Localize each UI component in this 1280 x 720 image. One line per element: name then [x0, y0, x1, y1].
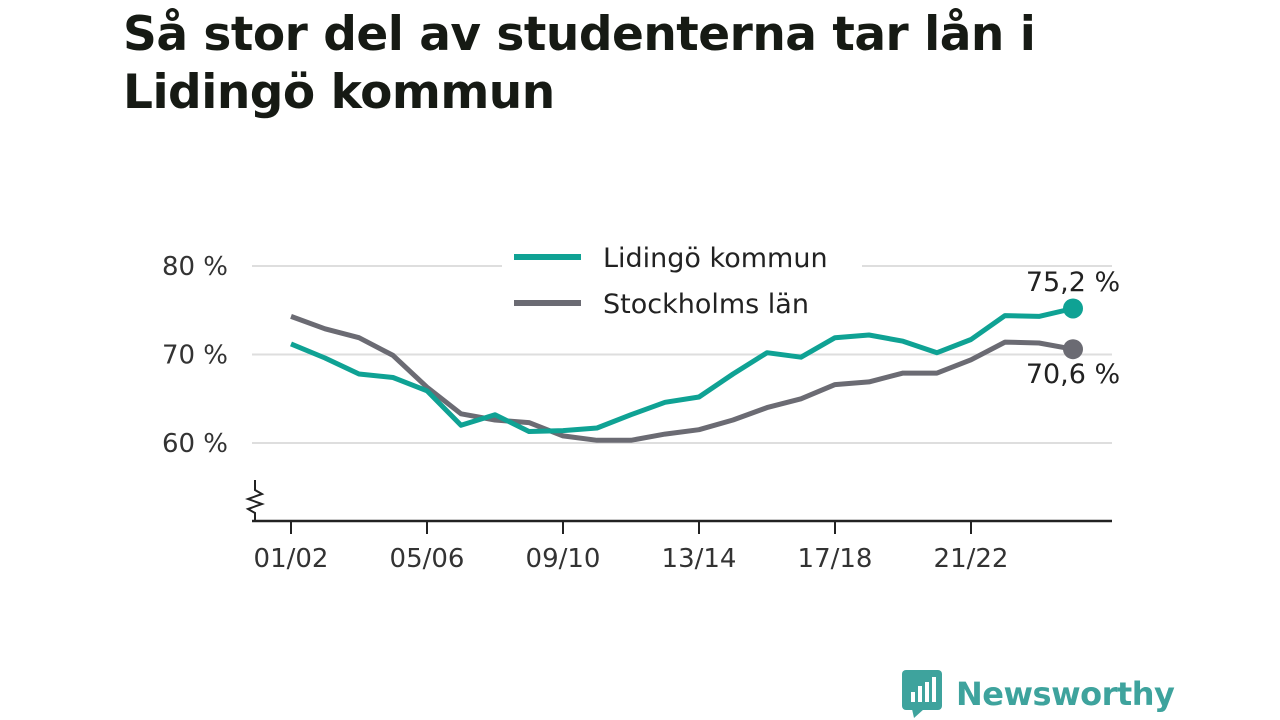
x-tick-label: 01/02 [254, 544, 329, 574]
end-point-lidingo [1063, 298, 1083, 319]
x-tick-label: 21/22 [934, 544, 1009, 574]
x-tick-label: 05/06 [390, 544, 465, 574]
chat-bar-chart-icon [902, 670, 942, 718]
series-line-stockholm [290, 314, 1074, 443]
x-axis-ticks: 01/02 05/06 09/10 13/14 17/18 21/22 [254, 521, 1009, 574]
end-labels: 75,2 % 70,6 % [1026, 267, 1120, 390]
x-axis [245, 480, 1112, 523]
x-tick-label: 09/10 [526, 544, 601, 574]
chart-title: Så stor del av studenterna tar lån i Lid… [123, 7, 1036, 120]
axis-break-icon [245, 480, 265, 521]
brand-name: Newsworthy [956, 675, 1175, 713]
x-tick-label: 17/18 [798, 544, 873, 574]
newsworthy-logo: Newsworthy [902, 670, 1175, 718]
end-label-lidingo: 75,2 % [1026, 267, 1120, 298]
series-line-lidingo [290, 306, 1074, 434]
end-label-stockholm: 70,6 % [1026, 359, 1120, 390]
legend-label-stockholm: Stockholms län [603, 289, 809, 320]
legend-label-lidingo: Lidingö kommun [603, 243, 828, 274]
y-tick-label: 60 % [162, 429, 228, 459]
y-tick-label: 70 % [162, 341, 228, 371]
end-point-stockholm [1063, 339, 1083, 360]
legend: Lidingö kommun Stockholms län [502, 232, 862, 328]
y-tick-label: 80 % [162, 252, 228, 282]
x-tick-label: 13/14 [662, 544, 737, 574]
legend-box [502, 232, 862, 328]
series-lines [290, 298, 1083, 443]
y-axis-ticks: 60 % 70 % 80 % [162, 252, 228, 459]
